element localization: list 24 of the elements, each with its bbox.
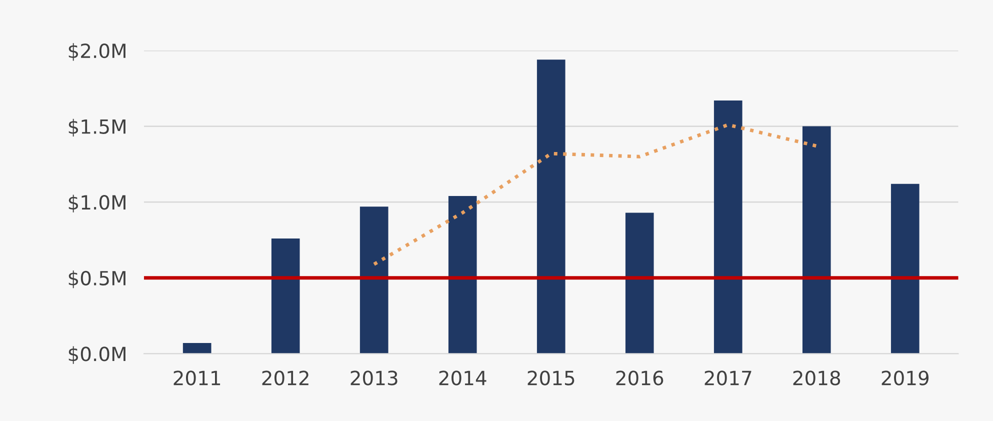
bar bbox=[182, 343, 212, 354]
y-tick-label: $1.0M bbox=[68, 194, 126, 212]
y-tick-label: $0.5M bbox=[68, 270, 126, 288]
x-tick-label: 2011 bbox=[174, 370, 220, 386]
y-tick-label: $0.0M bbox=[68, 346, 126, 364]
x-tick-label: 2012 bbox=[262, 370, 308, 386]
line-series bbox=[372, 123, 818, 266]
bar bbox=[360, 206, 388, 354]
x-tick-label: 2013 bbox=[350, 370, 398, 386]
y-tick-label: $1.5M bbox=[68, 118, 126, 137]
x-tick-label: 2019 bbox=[882, 370, 929, 386]
x-tick-label: 2017 bbox=[704, 370, 752, 386]
bar bbox=[714, 100, 742, 354]
bar bbox=[448, 196, 477, 354]
x-tick-label: 2018 bbox=[793, 370, 840, 386]
bar bbox=[271, 238, 300, 354]
x-tick-label: 2014 bbox=[439, 370, 486, 386]
bar bbox=[890, 184, 920, 354]
x-tick-label: 2016 bbox=[616, 370, 664, 386]
x-tick-label: 2015 bbox=[528, 370, 574, 386]
bar bbox=[802, 126, 831, 354]
bar bbox=[536, 60, 566, 354]
y-tick-label: $2.0M bbox=[68, 43, 126, 61]
bar bbox=[625, 212, 654, 354]
